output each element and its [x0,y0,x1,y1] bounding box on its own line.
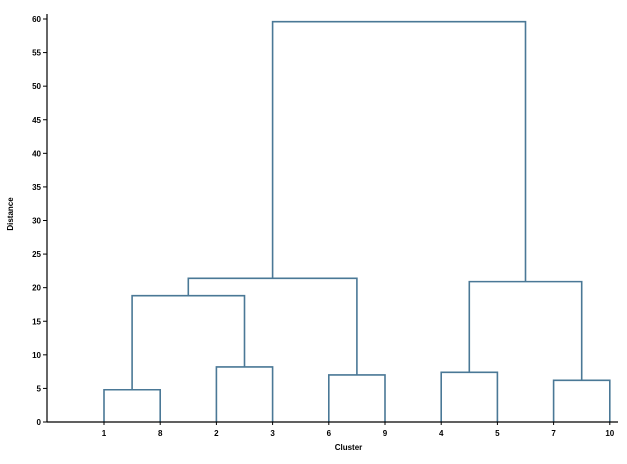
merge-link-1-8-2-3_6-9 [187,277,358,375]
y-tick-label: 50 [32,82,41,91]
y-tick-label: 45 [32,116,41,125]
merge-link-1-8-2-3-6-9_4-5-7-10 [271,20,527,282]
merge-link-6_9 [328,374,386,422]
x-tick-label: 3 [270,429,275,438]
axes [46,14,618,423]
merge-link-4-5_7-10 [468,280,583,381]
y-tick-label: 40 [32,149,41,158]
x-tick-label: 7 [551,429,556,438]
x-tick-label: 2 [214,429,219,438]
y-tick-label: 30 [32,217,41,226]
y-tick-label: 0 [37,418,42,427]
y-axis-ticks: 0 5 10 15 20 25 30 35 40 45 50 55 60 [32,15,47,427]
y-axis-title: Distance [6,197,15,231]
x-tick-label: 1 [102,429,107,438]
y-tick-label: 20 [32,284,41,293]
merge-link-1_8 [103,388,161,422]
merge-link-2_3 [215,366,274,422]
merge-link-7_10 [552,379,611,422]
x-axis-title: Cluster [335,443,363,452]
y-tick-label: 60 [32,15,41,24]
y-tick-label: 10 [32,351,41,360]
x-tick-label: 9 [383,429,388,438]
x-tick-label: 4 [439,429,444,438]
y-tick-label: 15 [32,317,41,326]
x-tick-label: 6 [327,429,332,438]
dendrogram-links [103,20,611,422]
x-tick-label: 10 [605,429,614,438]
y-tick-label: 25 [32,250,41,259]
x-tick-label: 5 [495,429,500,438]
y-tick-label: 35 [32,183,41,192]
x-axis-ticks: 1 8 2 3 6 9 4 5 7 10 [102,422,615,438]
merge-link-1-8_2-3 [131,294,246,390]
x-tick-label: 8 [158,429,163,438]
y-tick-label: 55 [32,49,41,58]
y-tick-label: 5 [37,384,42,393]
merge-link-4_5 [440,371,499,422]
